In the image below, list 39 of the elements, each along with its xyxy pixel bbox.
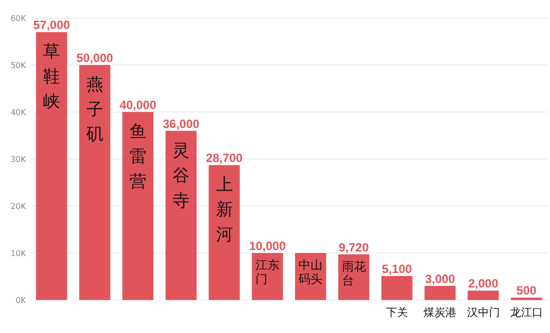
- data-label: 28,700: [206, 151, 243, 166]
- bar: [36, 32, 68, 300]
- x-tick-label: 下关: [386, 306, 408, 319]
- y-tick-label: 60K: [10, 14, 27, 23]
- x-tick-label: 鱼雷营: [129, 122, 146, 192]
- data-label: 40,000: [120, 98, 157, 112]
- bar: [468, 290, 499, 300]
- y-tick-label: 50K: [10, 61, 27, 70]
- x-tick-label: 上新河: [216, 175, 233, 246]
- data-label: 3,000: [425, 272, 456, 286]
- x-tick-label: 燕子矶: [85, 75, 104, 145]
- data-label: 500: [516, 284, 537, 298]
- x-tick-label: 煤炭港: [424, 306, 457, 319]
- data-label: 50,000: [76, 51, 114, 65]
- data-label: 10,000: [249, 239, 286, 253]
- y-tick-label: 30K: [10, 155, 27, 164]
- data-label: 5,100: [382, 262, 412, 276]
- data-label: 57,000: [33, 18, 70, 32]
- x-tick-label: 草鞋峡: [43, 42, 60, 112]
- bar: [424, 286, 456, 300]
- bar: [381, 276, 412, 300]
- bar: [166, 130, 197, 300]
- y-tick-label: 40K: [10, 108, 27, 117]
- bar: [252, 253, 283, 300]
- x-tick-label: 灵谷寺: [172, 140, 190, 211]
- data-label: 9,720: [338, 240, 370, 254]
- bar: [122, 112, 154, 300]
- y-tick-label: 10K: [10, 249, 27, 258]
- x-tick-label: 龙江口: [510, 306, 543, 319]
- x-tick-label: 汉中门: [466, 306, 500, 319]
- data-label: 36,000: [162, 116, 200, 131]
- x-tick-label: 雨花台: [342, 259, 366, 288]
- bar: [208, 165, 240, 300]
- data-label: 2,000: [468, 276, 499, 291]
- x-tick-label: 中山码头: [298, 258, 323, 286]
- y-tick-label: 0K: [16, 296, 27, 305]
- x-tick-label: 江东门: [255, 258, 280, 286]
- bar: [79, 65, 110, 300]
- y-tick-label: 20K: [10, 202, 27, 211]
